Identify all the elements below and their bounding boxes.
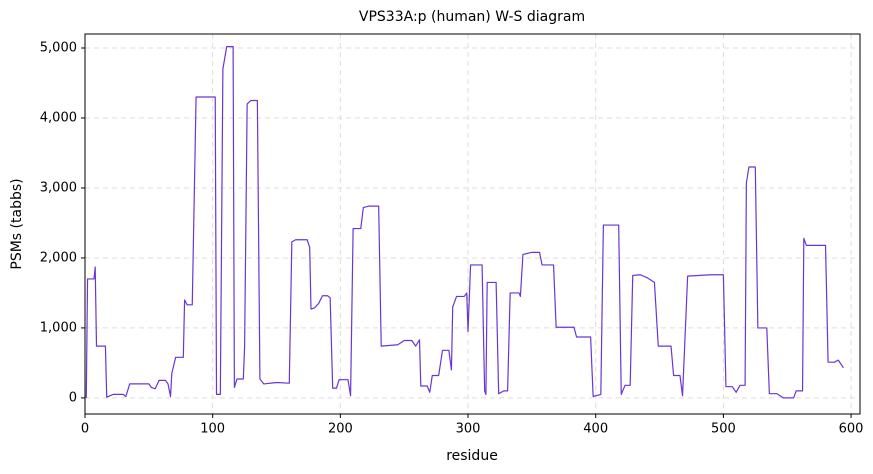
x-tick-label: 300	[456, 422, 481, 437]
x-tick-label: 500	[711, 422, 736, 437]
data-line	[85, 46, 844, 399]
x-axis-label: residue	[446, 448, 498, 464]
y-tick-label: 4,000	[40, 110, 77, 125]
x-tick-label: 400	[583, 422, 608, 437]
x-tick-label: 0	[81, 422, 89, 437]
x-tick-label: 600	[839, 422, 864, 437]
y-tick-label: 0	[69, 390, 77, 405]
y-tick-label: 1,000	[40, 320, 77, 335]
x-tick-label: 100	[200, 422, 225, 437]
x-tick-label: 200	[328, 422, 353, 437]
y-tick-label: 5,000	[40, 40, 77, 55]
y-tick-label: 2,000	[40, 250, 77, 265]
y-axis-label: PSMs (tabbs)	[9, 178, 25, 269]
plot-frame	[84, 33, 861, 415]
chart-title: VPS33A:p (human) W-S diagram	[359, 9, 585, 25]
y-tick-label: 3,000	[40, 180, 77, 195]
